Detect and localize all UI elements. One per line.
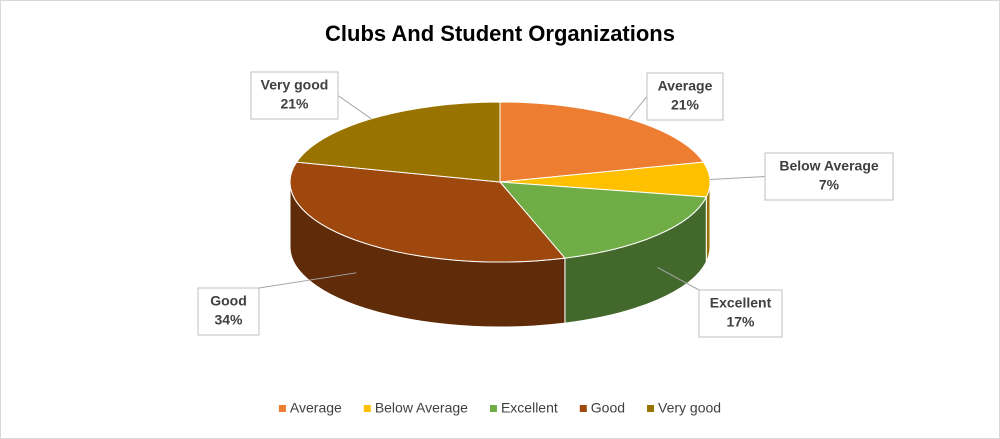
label-box [698,289,783,338]
leader-line [657,266,700,291]
label-value: 7% [819,177,840,193]
legend-swatch [579,405,587,412]
legend-label: Very good [658,400,721,416]
legend-swatch [489,405,497,412]
legend-swatch [363,405,371,412]
label-value: 21% [671,97,700,113]
label-box [250,71,339,120]
leader-line [709,176,766,180]
legend-label: Below Average [375,400,468,416]
label-name: Below Average [779,158,879,174]
label-box [197,287,260,336]
slice [295,101,501,183]
legend-label: Excellent [501,400,558,416]
label-name: Average [658,78,713,94]
leader-line [258,272,357,289]
label-value: 17% [726,314,755,330]
slice [499,101,705,183]
leader-line [337,95,372,120]
label-name: Good [210,293,247,309]
label-box [646,72,724,121]
label-value: 34% [214,312,243,328]
slice [289,161,566,263]
chart-title: Clubs And Student Organizations [325,21,675,46]
label-name: Excellent [710,295,772,311]
label-box [764,152,894,201]
slice [498,181,708,259]
legend-label: Average [290,400,342,416]
label-value: 21% [280,96,309,112]
leader-line [628,96,648,120]
pie-tops [289,101,711,263]
legend-swatch [647,405,655,412]
legend: Average Below Average Excellent Good Very go… [278,400,721,416]
legend-swatch [278,405,286,412]
data-labels: Average 21% Below Average 7% Excellent 17% Goo… [197,71,894,338]
label-name: Very good [261,77,329,93]
legend-label: Good [591,400,625,416]
